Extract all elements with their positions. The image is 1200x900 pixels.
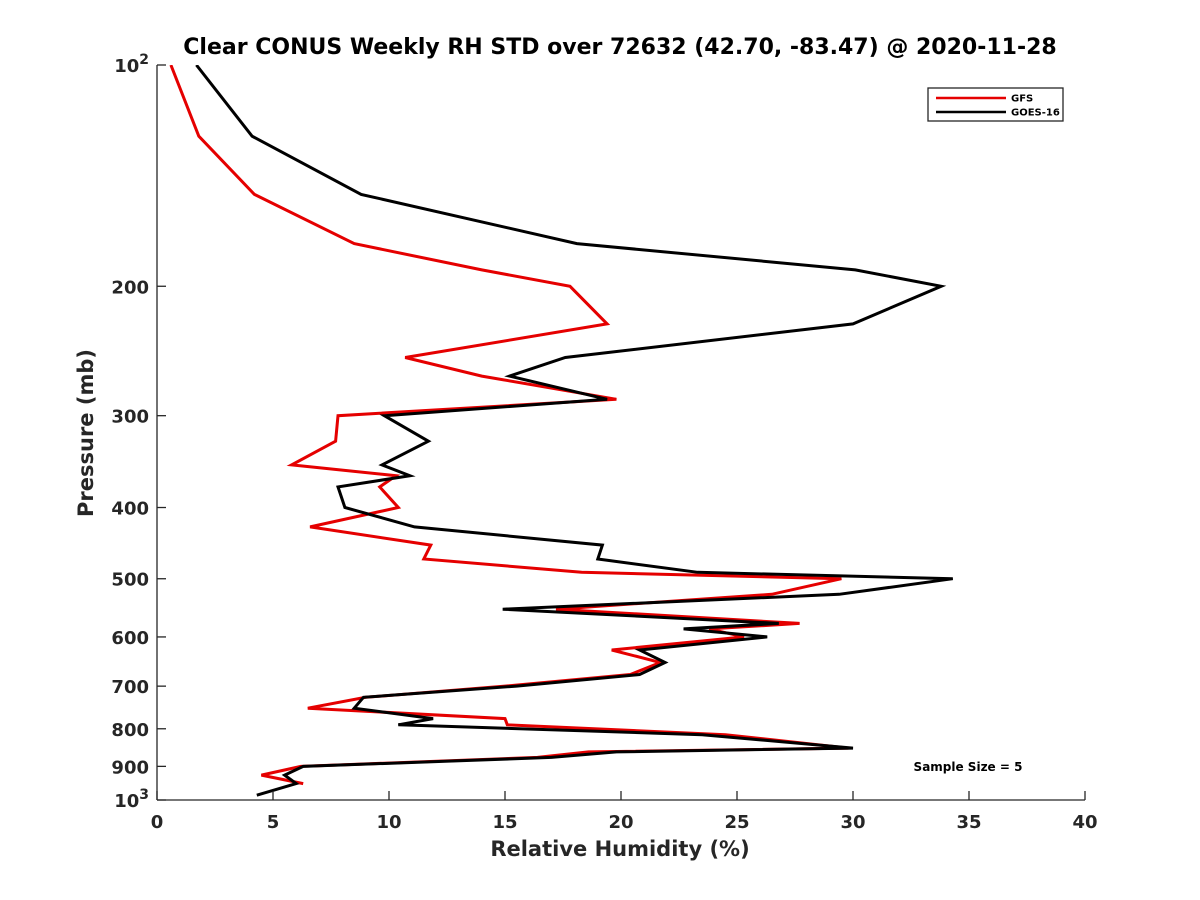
axes: 0 5 10 15 20 25 30 35 40 102 200 300 400 500 600 700 800… xyxy=(111,52,1097,833)
y-tick-label: 500 xyxy=(111,570,149,591)
x-tick-label: 0 xyxy=(151,812,164,833)
y-tick-label: 102 xyxy=(114,52,149,77)
y-tick-label: 400 xyxy=(111,499,149,520)
legend-entry-label: GOES-16 xyxy=(1011,108,1060,119)
x-tick-label: 40 xyxy=(1072,812,1097,833)
y-tick-label: 103 xyxy=(114,787,149,812)
y-tick-label: 700 xyxy=(111,677,149,698)
series-line-gfs xyxy=(169,65,849,786)
x-tick-label: 5 xyxy=(267,812,280,833)
x-tick-label: 15 xyxy=(492,812,517,833)
chart-title: Clear CONUS Weekly RH STD over 72632 (42… xyxy=(183,35,1056,60)
x-axis-label: Relative Humidity (%) xyxy=(490,837,749,861)
legend: GFS GOES-16 xyxy=(927,87,1064,122)
y-axis-label: Pressure (mb) xyxy=(74,349,98,517)
series-lines xyxy=(169,65,954,797)
y-tick-label: 900 xyxy=(111,757,149,778)
x-tick-label: 20 xyxy=(608,812,633,833)
y-tick-label: 200 xyxy=(111,277,149,298)
y-tick-label: 600 xyxy=(111,628,149,649)
sample-size-annotation: Sample Size = 5 xyxy=(914,760,1023,774)
y-tick-label: 300 xyxy=(111,407,149,428)
x-tick-label: 30 xyxy=(840,812,865,833)
x-tick-label: 35 xyxy=(956,812,981,833)
series-line-goes-16 xyxy=(195,65,954,797)
y-tick-label: 800 xyxy=(111,720,149,741)
legend-entry-label: GFS xyxy=(1011,94,1033,105)
x-tick-label: 10 xyxy=(376,812,401,833)
legend-box xyxy=(927,87,1064,122)
x-tick-label: 25 xyxy=(724,812,749,833)
